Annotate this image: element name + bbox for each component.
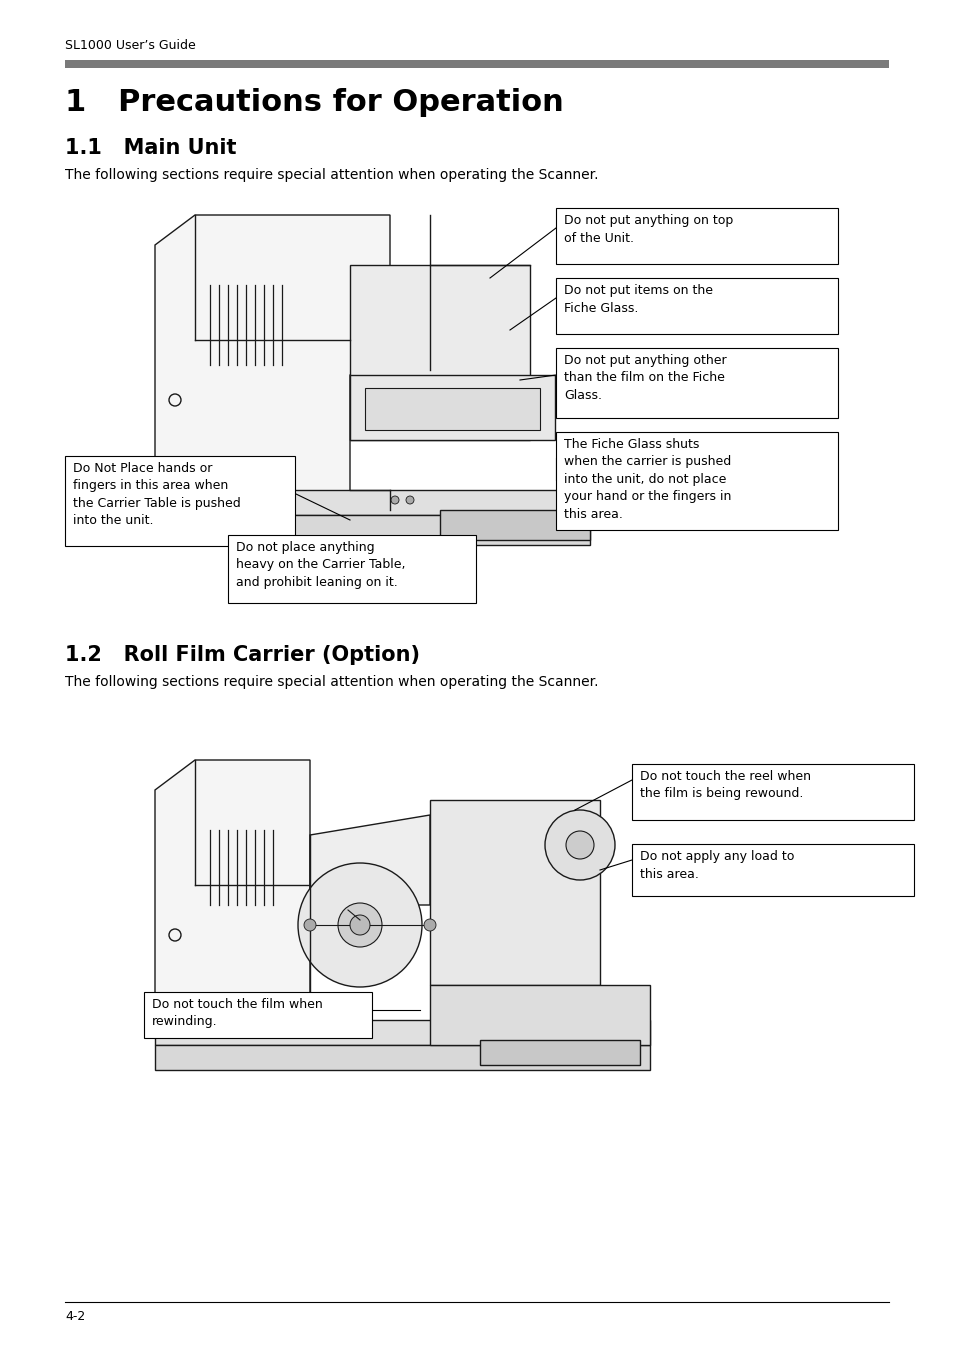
Polygon shape bbox=[350, 375, 555, 440]
Polygon shape bbox=[154, 490, 589, 514]
Circle shape bbox=[391, 495, 398, 504]
Bar bbox=[556, 348, 837, 418]
Circle shape bbox=[544, 810, 615, 880]
Polygon shape bbox=[154, 760, 310, 1025]
Polygon shape bbox=[154, 1021, 649, 1045]
Polygon shape bbox=[439, 510, 589, 540]
Bar bbox=[65, 456, 294, 545]
Circle shape bbox=[350, 915, 370, 936]
Polygon shape bbox=[154, 514, 589, 545]
Polygon shape bbox=[154, 215, 390, 495]
Text: 1.2   Roll Film Carrier (Option): 1.2 Roll Film Carrier (Option) bbox=[65, 645, 419, 666]
Bar bbox=[65, 59, 888, 68]
Circle shape bbox=[304, 919, 315, 931]
Text: The following sections require special attention when operating the Scanner.: The following sections require special a… bbox=[65, 167, 598, 182]
Bar bbox=[631, 764, 913, 819]
Circle shape bbox=[565, 832, 594, 859]
Bar bbox=[556, 432, 837, 531]
Polygon shape bbox=[430, 801, 599, 986]
Polygon shape bbox=[430, 986, 649, 1045]
Text: The Fiche Glass shuts
when the carrier is pushed
into the unit, do not place
you: The Fiche Glass shuts when the carrier i… bbox=[563, 437, 731, 521]
Bar bbox=[631, 844, 913, 896]
Circle shape bbox=[423, 919, 436, 931]
Polygon shape bbox=[350, 265, 530, 440]
Polygon shape bbox=[310, 815, 430, 904]
Bar bbox=[556, 278, 837, 333]
Bar bbox=[144, 992, 372, 1038]
Circle shape bbox=[297, 863, 421, 987]
Text: Do not put items on the
Fiche Glass.: Do not put items on the Fiche Glass. bbox=[563, 284, 712, 315]
Circle shape bbox=[406, 495, 414, 504]
Text: 1   Precautions for Operation: 1 Precautions for Operation bbox=[65, 88, 563, 117]
Text: Do not apply any load to
this area.: Do not apply any load to this area. bbox=[639, 850, 794, 880]
Bar bbox=[228, 535, 476, 603]
Text: Do Not Place hands or
fingers in this area when
the Carrier Table is pushed
into: Do Not Place hands or fingers in this ar… bbox=[73, 462, 240, 528]
Polygon shape bbox=[154, 1045, 649, 1071]
Polygon shape bbox=[365, 387, 539, 431]
Text: 4-2: 4-2 bbox=[65, 1310, 85, 1323]
Text: SL1000 User’s Guide: SL1000 User’s Guide bbox=[65, 39, 195, 53]
Text: Do not put anything other
than the film on the Fiche
Glass.: Do not put anything other than the film … bbox=[563, 354, 726, 402]
Text: 1.1   Main Unit: 1.1 Main Unit bbox=[65, 138, 236, 158]
Text: The following sections require special attention when operating the Scanner.: The following sections require special a… bbox=[65, 675, 598, 688]
Text: Do not touch the reel when
the film is being rewound.: Do not touch the reel when the film is b… bbox=[639, 769, 810, 801]
Polygon shape bbox=[479, 1040, 639, 1065]
Circle shape bbox=[337, 903, 381, 946]
Bar bbox=[556, 208, 837, 265]
Text: Do not touch the film when
rewinding.: Do not touch the film when rewinding. bbox=[152, 998, 322, 1029]
Text: Do not put anything on top
of the Unit.: Do not put anything on top of the Unit. bbox=[563, 215, 733, 244]
Text: Do not place anything
heavy on the Carrier Table,
and prohibit leaning on it.: Do not place anything heavy on the Carri… bbox=[235, 541, 405, 589]
